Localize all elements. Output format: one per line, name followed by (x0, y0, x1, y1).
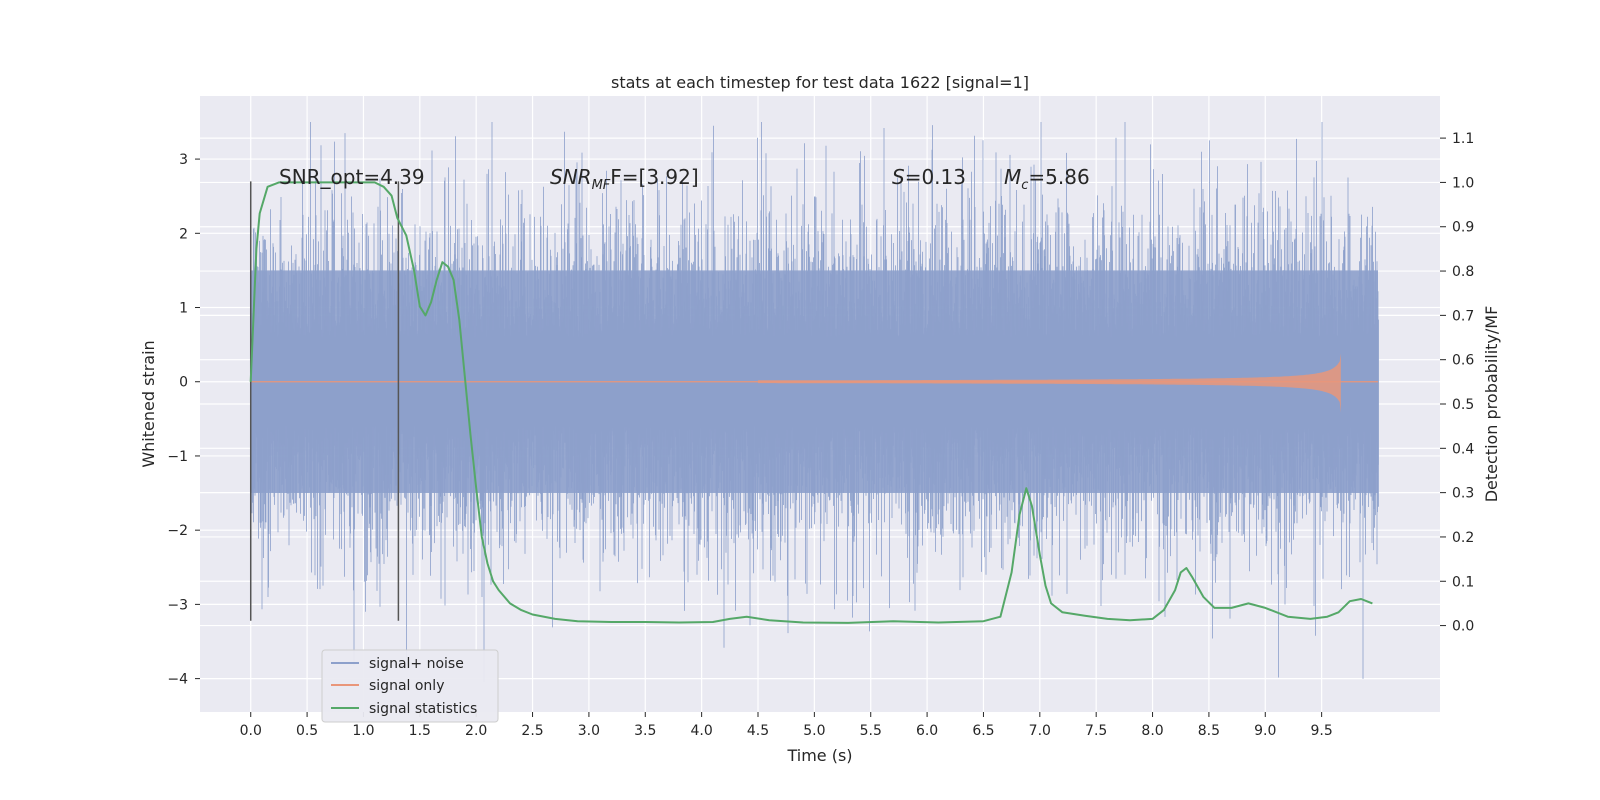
annotation-s: S=0.13 (892, 165, 966, 189)
chart-title: stats at each timestep for test data 162… (611, 73, 1029, 92)
y-right-tick-label: 0.8 (1452, 264, 1474, 280)
annotation-mc: Mc=5.86 (1004, 165, 1090, 193)
y-left-tick-labels: −4 −3 −2 −1 0 1 2 3 (167, 152, 200, 688)
y-left-tick-label: −3 (167, 597, 188, 613)
annotation-snr-mf: SNRMFF=[3.92] (550, 165, 699, 193)
y-right-tick-label: 0.4 (1452, 441, 1474, 457)
y-left-axis-label: Whitened strain (139, 340, 158, 467)
legend-label-signal-statistics: signal statistics (369, 701, 477, 717)
x-tick-label: 7.0 (1029, 723, 1051, 739)
annotations: SNR_opt=4.39 SNRMFF=[3.92] S=0.13 Mc=5.8… (279, 165, 1090, 193)
legend-box (321, 649, 499, 723)
y-right-tick-label: 0.1 (1452, 574, 1474, 590)
y-left-tick-label: −4 (167, 672, 188, 688)
statistics-line (249, 181, 1373, 624)
y-right-tick-label: 0.0 (1452, 619, 1474, 635)
x-tick-labels: 0.0 0.5 1.0 1.5 2.0 2.5 3.0 3.5 4.0 4.5 5.0 5.5 6.0 6… (240, 712, 1333, 739)
legend: signal+ noise signal only signal statist… (321, 649, 499, 723)
y-right-tick-label: 0.7 (1452, 308, 1474, 324)
x-tick-label: 4.5 (747, 723, 769, 739)
x-tick-label: 9.0 (1254, 723, 1276, 739)
x-tick-label: 1.5 (409, 723, 431, 739)
y-right-tick-label: 1.0 (1452, 175, 1474, 191)
y-left-tick-label: 1 (179, 301, 188, 317)
y-right-tick-labels: 0.0 0.1 0.2 0.3 0.4 0.5 0.6 0.7 0.8 0.9 1.0 1.1 (1440, 131, 1474, 635)
y-right-tick-label: 1.1 (1452, 131, 1474, 147)
x-tick-label: 0.5 (296, 723, 318, 739)
x-tick-label: 9.5 (1311, 723, 1333, 739)
x-tick-label: 2.0 (465, 723, 487, 739)
legend-label-signal-only: signal only (369, 678, 444, 694)
y-right-tick-label: 0.5 (1452, 397, 1474, 413)
annotation-snr-opt: SNR_opt=4.39 (279, 165, 425, 189)
y-right-tick-label: 0.2 (1452, 530, 1474, 546)
y-left-tick-label: 3 (179, 152, 188, 168)
x-tick-label: 5.0 (803, 723, 825, 739)
legend-label-signal-plus-noise: signal+ noise (369, 656, 464, 672)
y-left-tick-label: 2 (179, 226, 188, 242)
y-left-tick-label: 0 (179, 375, 188, 391)
x-tick-label: 6.5 (972, 723, 994, 739)
x-axis-label: Time (s) (786, 746, 852, 765)
y-right-tick-label: 0.3 (1452, 486, 1474, 502)
x-tick-label: 7.5 (1085, 723, 1107, 739)
x-tick-label: 2.5 (521, 723, 543, 739)
x-tick-label: 8.5 (1198, 723, 1220, 739)
chirp-envelope (758, 353, 1341, 413)
x-tick-label: 3.0 (578, 723, 600, 739)
x-tick-label: 1.0 (352, 723, 374, 739)
x-tick-label: 3.5 (634, 723, 656, 739)
y-right-tick-label: 0.9 (1452, 220, 1474, 236)
series-signal-statistics (249, 181, 1373, 624)
y-right-axis-label: Detection probability/MF (1482, 306, 1501, 503)
x-tick-label: 4.0 (691, 723, 713, 739)
x-tick-label: 6.0 (916, 723, 938, 739)
y-right-tick-label: 0.6 (1452, 353, 1474, 369)
y-left-tick-label: −1 (167, 449, 188, 465)
series-signal-only (250, 353, 1378, 413)
x-tick-label: 0.0 (240, 723, 262, 739)
x-tick-label: 5.5 (860, 723, 882, 739)
y-left-tick-label: −2 (167, 523, 188, 539)
x-tick-label: 8.0 (1141, 723, 1163, 739)
vertical-lines (249, 181, 400, 621)
